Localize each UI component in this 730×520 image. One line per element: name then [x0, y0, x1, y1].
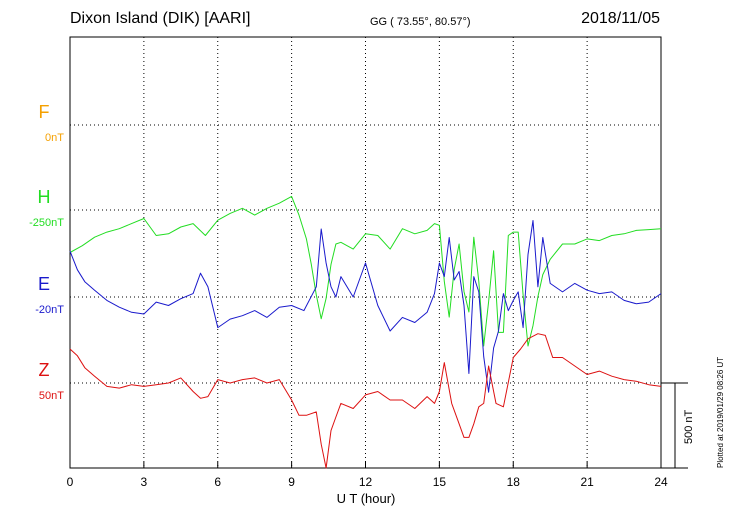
x-tick-label: 9: [288, 475, 295, 489]
x-tick-label: 0: [67, 475, 74, 489]
observation-date: 2018/11/05: [581, 10, 660, 27]
x-tick-label: 15: [433, 475, 447, 489]
geographic-coordinates: GG ( 73.55°, 80.57°): [370, 16, 471, 28]
x-tick-label: 6: [214, 475, 221, 489]
series-baseline-Z: 50nT: [39, 390, 64, 402]
series-labels: F 0nT H -250nT E -20nT Z 50nT: [29, 102, 64, 402]
scale-bar-label: 500 nT: [683, 409, 695, 444]
x-axis-label: U T (hour): [337, 491, 396, 506]
x-tick-label: 21: [580, 475, 594, 489]
series-baseline-H: -250nT: [29, 217, 64, 229]
series-line-E: [69, 220, 662, 393]
series-lines: [69, 195, 662, 469]
series-name-Z: Z: [39, 360, 50, 380]
scale-bar: 500 nT: [661, 382, 695, 469]
x-tick-label: 24: [654, 475, 668, 489]
series-name-E: E: [38, 274, 50, 294]
series-line-Z: [69, 333, 662, 469]
station-title: Dixon Island (DIK) [AARI]: [70, 10, 251, 27]
series-line-H: [69, 195, 662, 347]
x-tick-label: 18: [507, 475, 521, 489]
series-name-H: H: [38, 187, 51, 207]
series-name-F: F: [39, 102, 50, 122]
plotted-timestamp: Plotted at 2019/01/29 08:26 UT: [716, 356, 725, 468]
series-baseline-F: 0nT: [45, 132, 64, 144]
x-tick-label: 12: [359, 475, 373, 489]
grid-lines: [70, 37, 661, 468]
x-tick-label: 3: [141, 475, 148, 489]
x-axis-ticks: 0 3 6 9 12 15 18 21 24: [67, 462, 668, 489]
series-baseline-E: -20nT: [35, 304, 64, 316]
